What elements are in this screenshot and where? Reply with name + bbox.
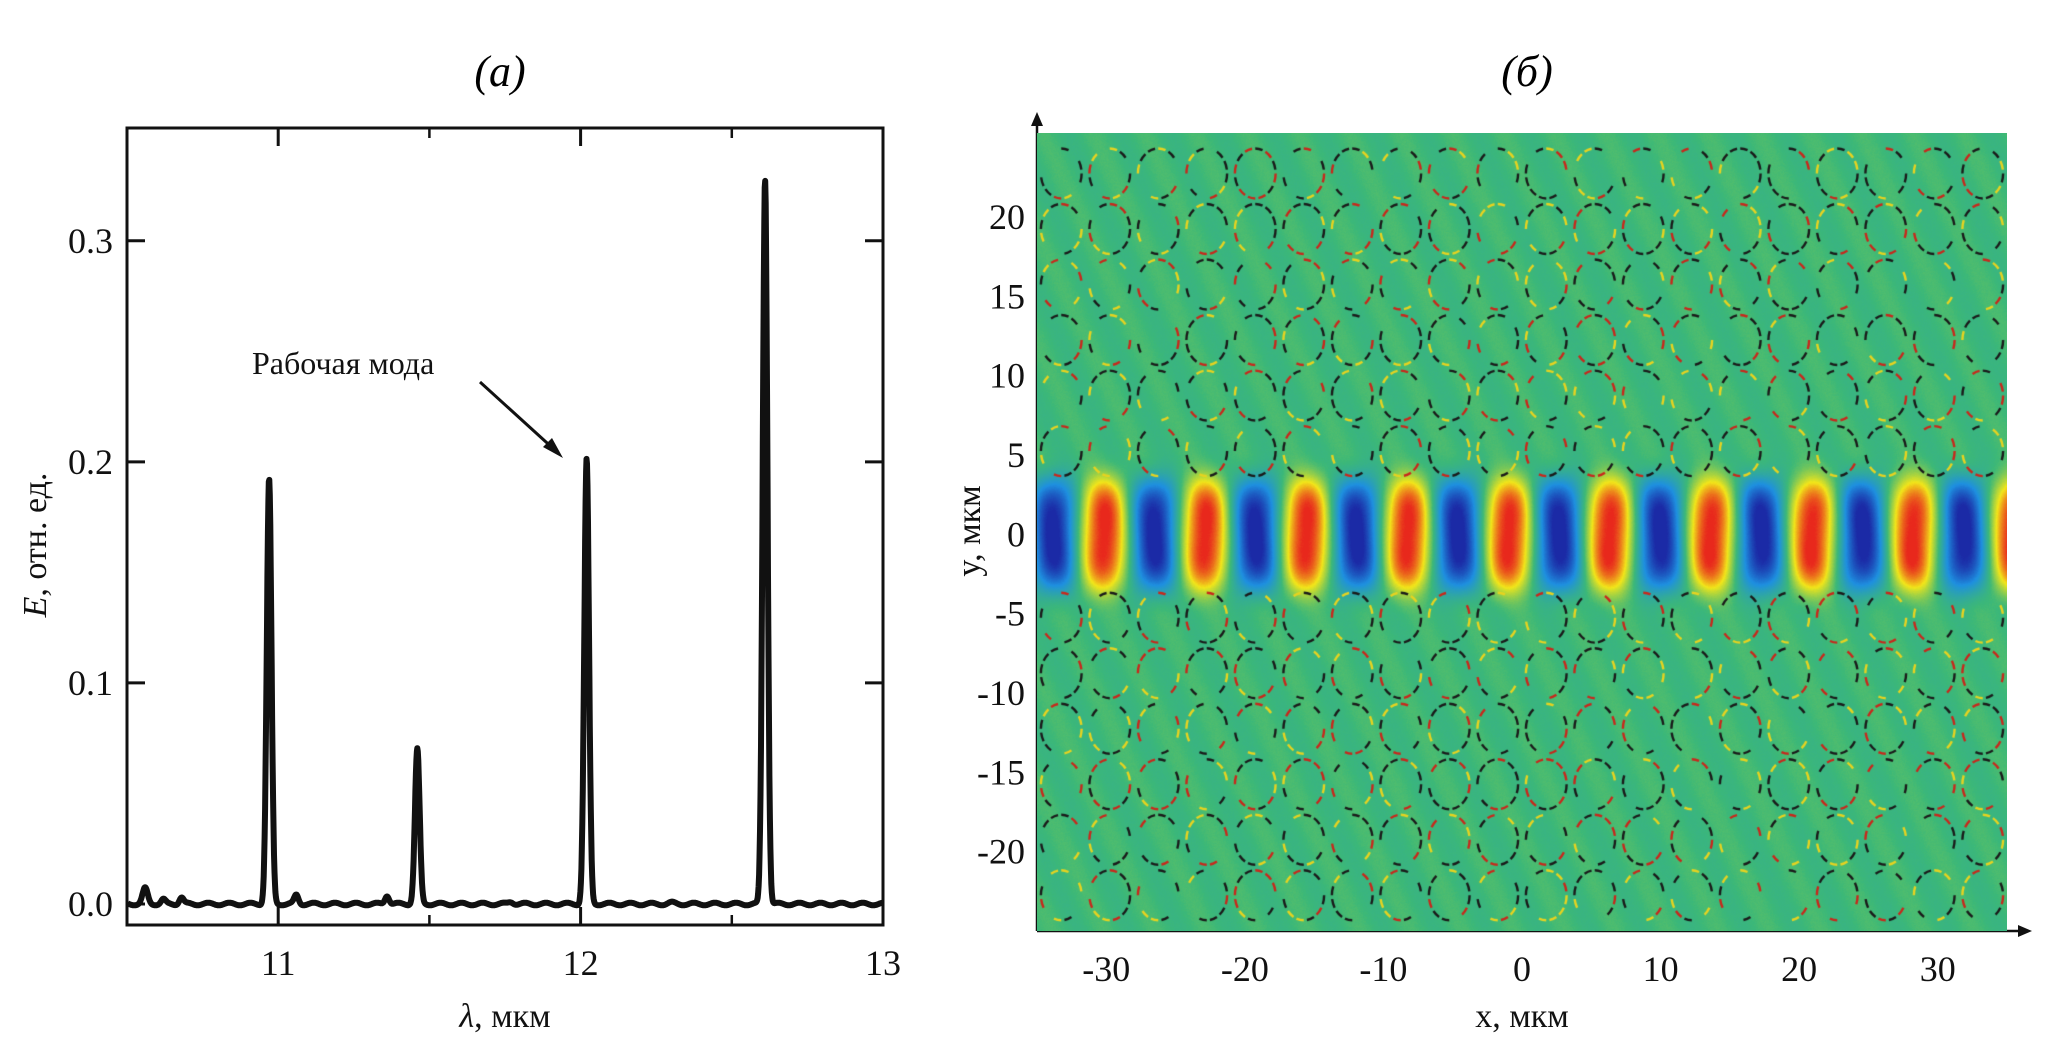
y-tick-label: 10 [989, 356, 1025, 396]
y-tick-label: -5 [995, 594, 1025, 634]
x-tick-label: -10 [1359, 949, 1407, 989]
y-tick-label: 0.3 [68, 221, 113, 261]
panel-b-title: (б) [1501, 47, 1552, 96]
x-tick-label: 11 [261, 943, 296, 983]
x-tick-label: 20 [1781, 949, 1817, 989]
spectrum-x-axis-label: λ, мкм [458, 998, 550, 1035]
x-tick-label: 30 [1920, 949, 1956, 989]
x-tick-label: -30 [1082, 949, 1130, 989]
working-mode-annotation: Рабочая мода [252, 345, 434, 381]
y-tick-label: 0.2 [68, 442, 113, 482]
field-x-ticks: -30 -20 -10 0 10 20 30 [1082, 917, 1956, 989]
y-tick-label: -15 [977, 752, 1025, 792]
x-tick-label: 13 [865, 943, 901, 983]
x-axis-arrow-icon [2018, 925, 2032, 937]
y-tick-label: 20 [989, 197, 1025, 237]
y-tick-label: -10 [977, 673, 1025, 713]
x-tick-label: 12 [563, 943, 599, 983]
y-tick-label: 5 [1007, 435, 1025, 475]
y-tick-label: 15 [989, 276, 1025, 316]
spectrum-y-axis-label: E, отн. ед. [17, 473, 54, 619]
spectrum-x-ticks: 11 12 13 [261, 128, 901, 983]
y-tick-label: 0.1 [68, 663, 113, 703]
spectrum-chart: 11 12 13 0.00.10.20.3 Рабочая мода λ, мкм … [17, 126, 901, 1035]
y-tick-label: -20 [977, 832, 1025, 872]
spectrum-plot-frame [125, 126, 885, 927]
y-axis-arrow-icon [1031, 112, 1043, 126]
x-tick-label: -20 [1221, 949, 1269, 989]
field-y-axis-label: y, мкм [951, 485, 988, 576]
y-tick-label: 0.0 [68, 884, 113, 924]
y-tick-label: 0 [1007, 514, 1025, 554]
field-x-axis-label: x, мкм [1475, 998, 1569, 1035]
field-y-ticks: 20 15 10 5 0 -5 -10 -15 -20 [977, 136, 1051, 932]
field-heatmap [1037, 133, 2007, 931]
annotation-arrow [478, 380, 563, 458]
panel-a-title: (а) [474, 47, 525, 96]
x-tick-label: 0 [1513, 949, 1531, 989]
x-tick-label: 10 [1643, 949, 1679, 989]
field-map-chart: 20 15 10 5 0 -5 -10 -15 -20 -30 -20 -10 0 10 20 30 x, … [951, 112, 2032, 1035]
spectrum-line [125, 177, 885, 909]
